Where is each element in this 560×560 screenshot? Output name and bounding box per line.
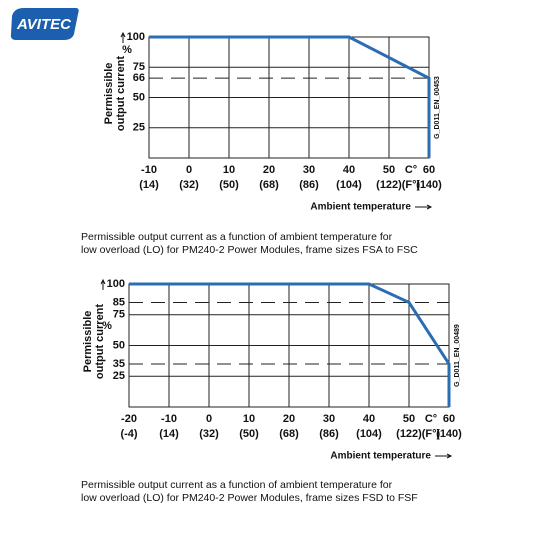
y-tick-label: 50 <box>133 91 145 103</box>
x-tick-label-f: (14) <box>139 179 159 191</box>
y-tick-label: 100 <box>107 278 125 290</box>
y-axis-arrow <box>100 278 106 290</box>
caption: low overload (LO) for PM240-2 Power Modu… <box>81 244 418 256</box>
y-axis-label: output current <box>94 304 106 379</box>
y-tick-label: 66 <box>133 72 145 84</box>
x-unit-f: (F°) <box>402 179 421 191</box>
x-axis-label: Ambient temperature <box>330 451 431 462</box>
x-tick-label: 0 <box>206 413 212 425</box>
x-tick-label: -10 <box>141 164 157 176</box>
x-tick-label: 60 <box>423 164 435 176</box>
x-axis-label: Ambient temperature <box>310 202 411 213</box>
x-tick-label: 10 <box>223 164 235 176</box>
y-axis-label: output current <box>115 56 127 131</box>
x-tick-label-f: (68) <box>259 179 279 191</box>
caption: Permissible output current as a function… <box>81 231 393 243</box>
y-tick-label: 100 <box>127 31 145 43</box>
caption: low overload (LO) for PM240-2 Power Modu… <box>81 492 418 504</box>
x-tick-label-f: (-4) <box>120 428 137 440</box>
drawing-code: G_D011_EN_00453 <box>434 76 441 139</box>
y-tick-label: 75 <box>113 309 125 321</box>
caption: Permissible output current as a function… <box>81 479 393 491</box>
x-unit: C° <box>405 164 417 176</box>
drawing-code: G_D011_EN_00489 <box>454 324 461 387</box>
y-axis-label: Permissible <box>103 63 115 125</box>
x-tick-label-f: (104) <box>336 179 362 191</box>
x-tick-label-f: (32) <box>179 179 199 191</box>
x-tick-label-f: (122) <box>396 428 422 440</box>
x-tick-label: -20 <box>121 413 137 425</box>
derating-line <box>129 282 451 407</box>
x-tick-label: 0 <box>186 164 192 176</box>
x-unit-f: (F°) <box>422 428 441 440</box>
x-tick-label-f: (104) <box>356 428 382 440</box>
x-tick-label-f: (14) <box>159 428 179 440</box>
x-tick-label: 20 <box>283 413 295 425</box>
x-tick-label: 40 <box>363 413 375 425</box>
x-tick-label: 30 <box>323 413 335 425</box>
x-axis-arrow <box>415 204 433 210</box>
x-tick-label-f: (140) <box>416 179 442 191</box>
x-tick-label: 30 <box>303 164 315 176</box>
x-tick-label: 50 <box>403 413 415 425</box>
x-tick-label-f: (50) <box>219 179 239 191</box>
y-unit: % <box>122 44 132 56</box>
x-tick-label: 10 <box>243 413 255 425</box>
y-tick-label: 75 <box>133 61 145 73</box>
x-axis-arrow <box>435 453 453 459</box>
x-tick-label-f: (122) <box>376 179 402 191</box>
x-unit: C° <box>425 413 437 425</box>
x-tick-label-f: (86) <box>319 428 339 440</box>
y-tick-label: 25 <box>133 122 145 134</box>
y-tick-label: 25 <box>113 370 125 382</box>
y-tick-label: 50 <box>113 339 125 351</box>
x-tick-label: 60 <box>443 413 455 425</box>
x-tick-label-f: (140) <box>436 428 462 440</box>
derating-line <box>149 35 431 158</box>
y-axis-label: Permissible <box>82 311 94 373</box>
x-tick-label-f: (32) <box>199 428 219 440</box>
x-tick-label: 50 <box>383 164 395 176</box>
y-axis-arrow <box>120 31 126 43</box>
x-tick-label-f: (86) <box>299 179 319 191</box>
y-tick-label: 85 <box>113 296 125 308</box>
x-tick-label: 40 <box>343 164 355 176</box>
y-tick-label: 35 <box>113 358 125 370</box>
logo-badge <box>10 8 79 40</box>
logo: AVITEC <box>10 8 79 40</box>
logo-text: AVITEC <box>16 16 72 33</box>
y-unit: % <box>102 320 112 332</box>
x-tick-label-f: (68) <box>279 428 299 440</box>
x-tick-label: 20 <box>263 164 275 176</box>
x-tick-label: -10 <box>161 413 177 425</box>
x-tick-label-f: (50) <box>239 428 259 440</box>
